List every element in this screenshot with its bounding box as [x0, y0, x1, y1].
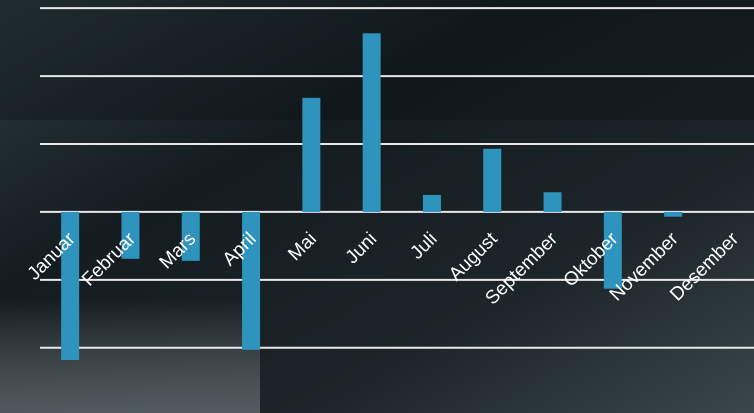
bar — [664, 212, 682, 217]
page: {"chart_data": {"type": "bar", "categori… — [0, 0, 754, 413]
background-texture — [0, 300, 260, 413]
bar — [544, 192, 562, 212]
bar — [302, 98, 320, 212]
bar — [483, 149, 501, 212]
bar — [363, 33, 381, 212]
chart: JanuarFebruarMarsAprilMaiJuniJuliAugustS… — [0, 0, 754, 413]
bar — [423, 195, 441, 212]
